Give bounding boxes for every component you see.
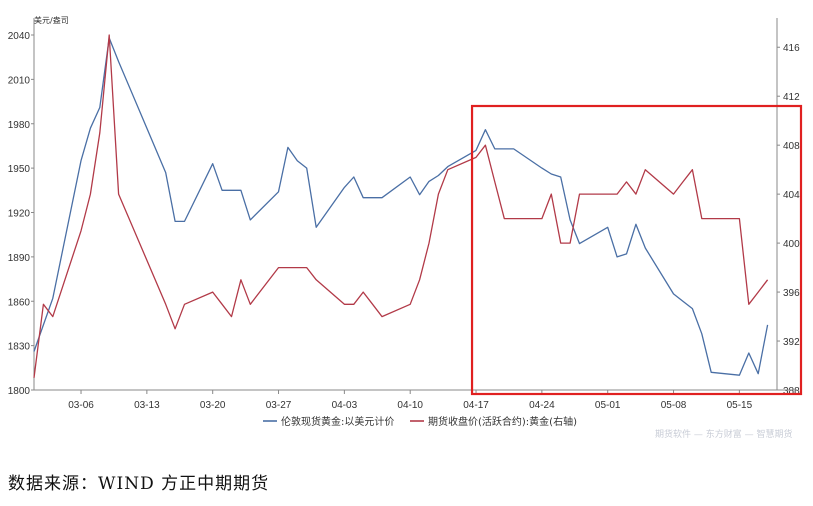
x-tick-label: 03-06 bbox=[68, 400, 94, 411]
x-axis-tick-labels: 03-06 03-13 03-20 03-27 04-03 04-10 04-17 04-24… bbox=[68, 390, 753, 411]
x-tick-label: 04-10 bbox=[397, 400, 423, 411]
x-tick-label: 04-17 bbox=[463, 400, 489, 411]
left-tick-label: 1830 bbox=[8, 342, 31, 353]
left-tick-label: 1920 bbox=[8, 209, 31, 220]
left-axis-tick-labels: 1800 1830 1860 1890 1920 1950 1980 2010 2040 bbox=[8, 31, 34, 397]
left-tick-label: 1800 bbox=[8, 386, 31, 397]
right-tick-label: 392 bbox=[783, 337, 800, 348]
right-tick-label: 408 bbox=[783, 141, 800, 152]
right-tick-label: 400 bbox=[783, 239, 800, 250]
right-tick-label: 396 bbox=[783, 288, 800, 299]
x-tick-label: 05-15 bbox=[727, 400, 753, 411]
left-tick-label: 2040 bbox=[8, 31, 31, 42]
data-source-note: 数据来源：WIND 方正中期期货 bbox=[8, 474, 270, 494]
dual-axis-line-chart: 1800 1830 1860 1890 1920 1950 1980 2010 2040 388… bbox=[8, 15, 803, 428]
series-line-gold-futures bbox=[33, 34, 769, 378]
left-axis-unit: 美元/盎司 bbox=[34, 15, 69, 25]
right-tick-label: 416 bbox=[783, 43, 800, 54]
legend-label-london-spot-gold: 伦敦现货黄金:以美元计价 bbox=[281, 415, 394, 428]
right-tick-label: 388 bbox=[783, 386, 800, 397]
legend-label-gold-futures: 期货收盘价(活跃合约):黄金(右轴) bbox=[428, 415, 577, 428]
left-tick-label: 2010 bbox=[8, 75, 31, 86]
right-axis-tick-labels: 388 392 396 400 404 408 412 416 bbox=[777, 43, 800, 397]
left-tick-label: 1980 bbox=[8, 120, 31, 131]
x-tick-label: 03-13 bbox=[134, 400, 160, 411]
chart-axes bbox=[33, 18, 797, 391]
x-tick-label: 03-27 bbox=[266, 400, 292, 411]
x-tick-label: 04-24 bbox=[529, 400, 555, 411]
x-tick-label: 05-08 bbox=[661, 400, 687, 411]
left-tick-label: 1890 bbox=[8, 253, 31, 264]
series-lines bbox=[33, 34, 769, 378]
highlight-box bbox=[470, 104, 803, 396]
watermark-text: 期货软件 — 东方财富 — 智慧期货 bbox=[655, 430, 793, 440]
right-tick-label: 412 bbox=[783, 92, 800, 103]
highlight-rectangle bbox=[470, 104, 803, 396]
x-tick-label: 05-01 bbox=[595, 400, 621, 411]
left-tick-label: 1860 bbox=[8, 297, 31, 308]
x-tick-label: 04-03 bbox=[332, 400, 358, 411]
series-line-london-spot-gold bbox=[33, 37, 769, 376]
left-tick-label: 1950 bbox=[8, 164, 31, 175]
x-tick-label: 03-20 bbox=[200, 400, 226, 411]
chart-legend: 伦敦现货黄金:以美元计价 期货收盘价(活跃合约):黄金(右轴) bbox=[263, 415, 577, 428]
right-tick-label: 404 bbox=[783, 190, 800, 201]
